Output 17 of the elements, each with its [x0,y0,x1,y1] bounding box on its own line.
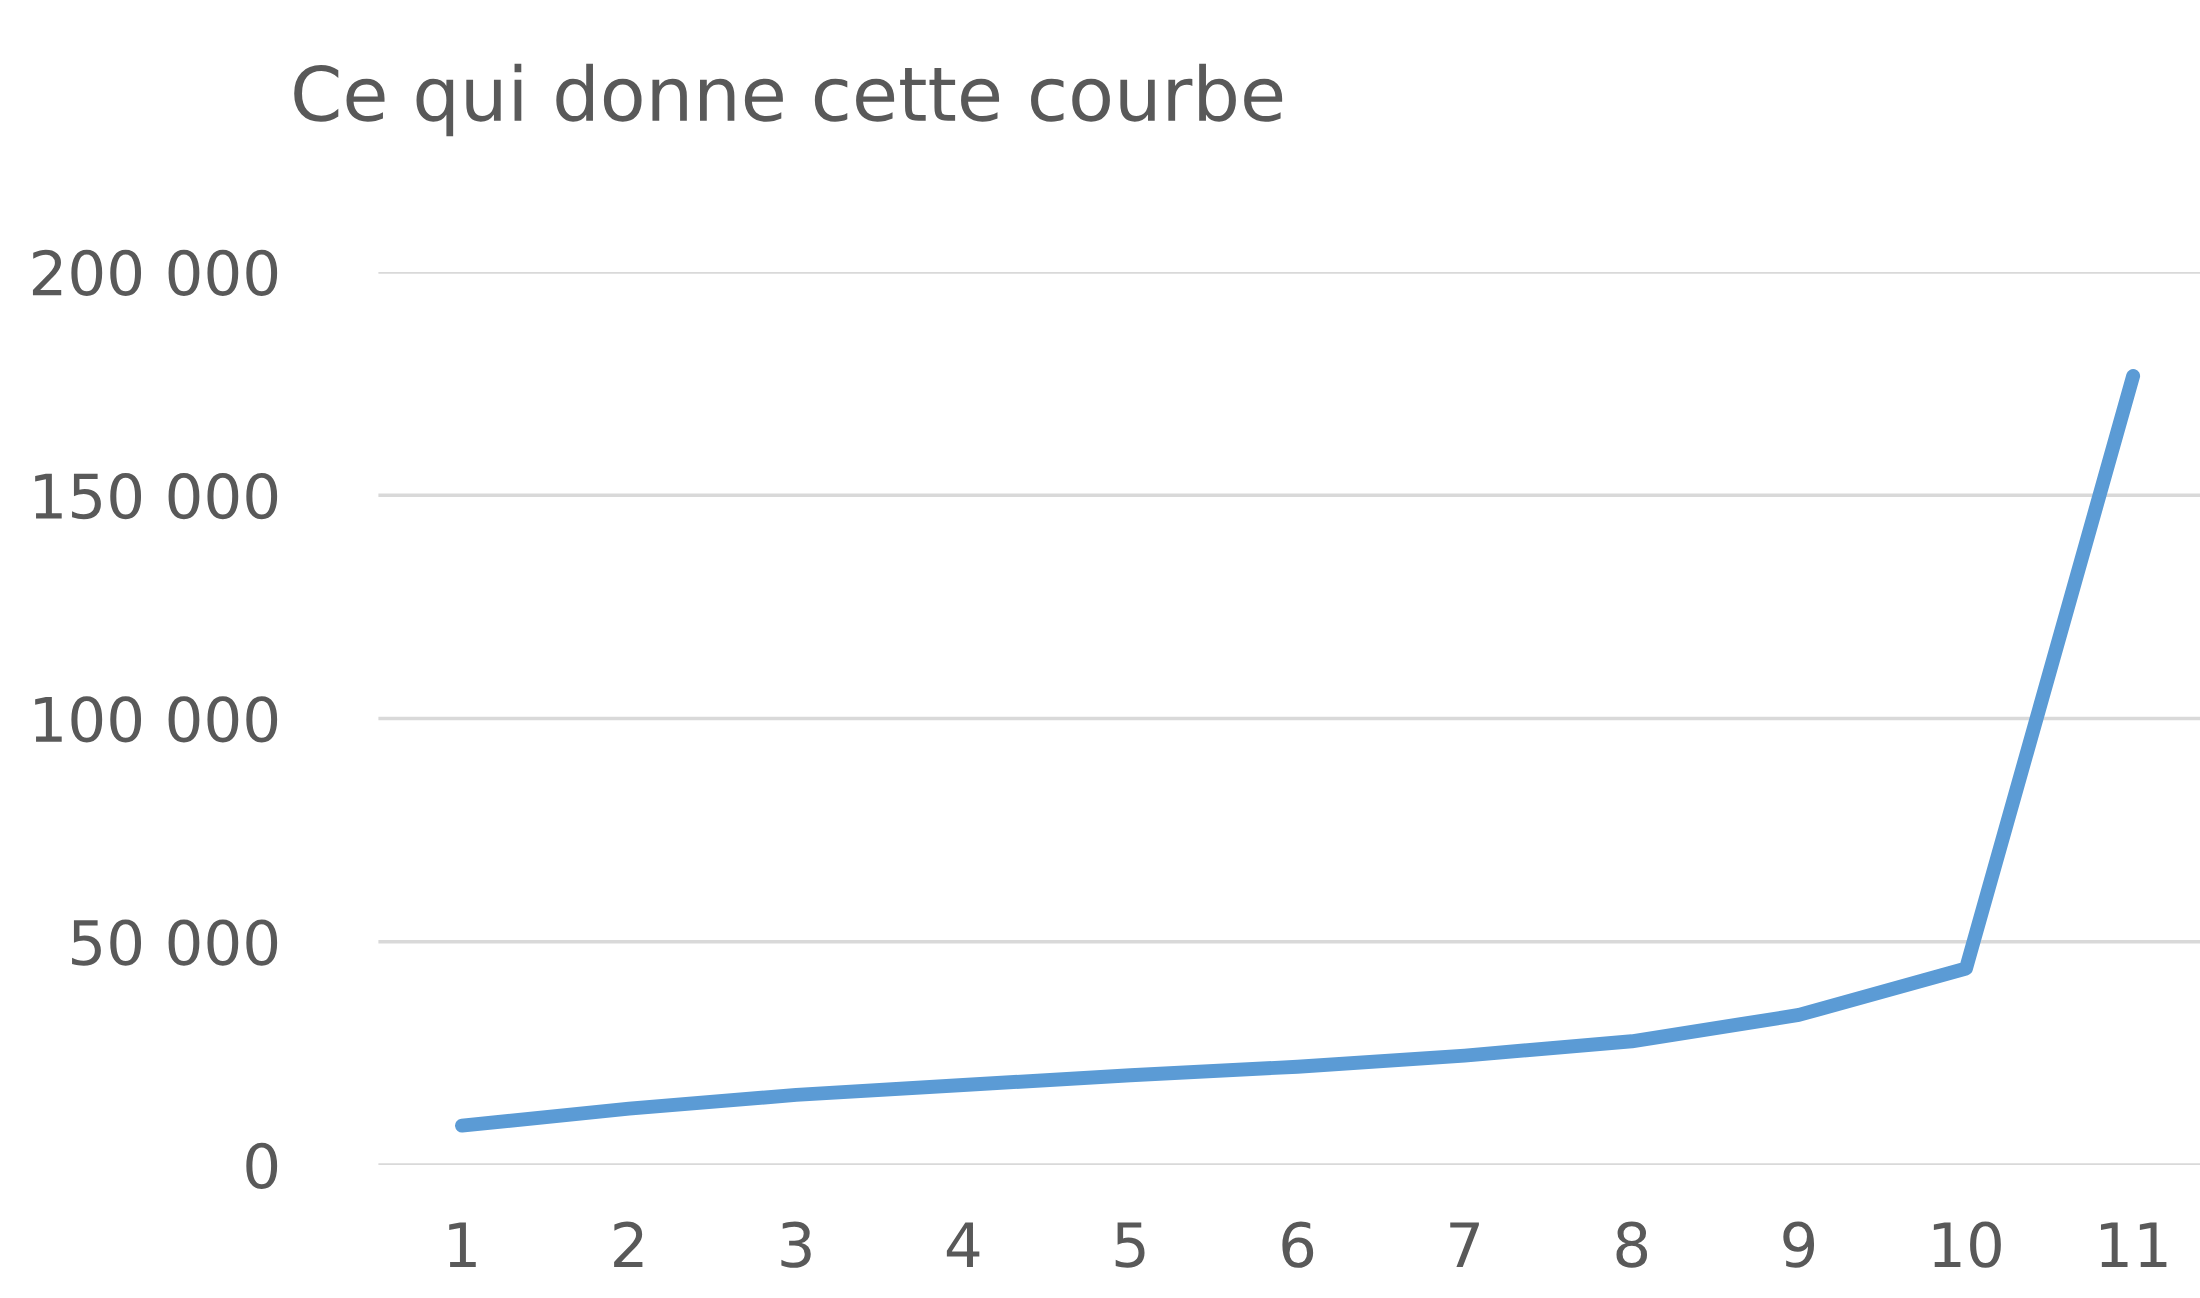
x-tick-label: 10 [1933,1221,2001,1268]
x-tick-label: 1 [449,1222,476,1267]
x-tick-label: 3 [781,1221,811,1268]
y-tick-label: 0 [246,1142,278,1190]
x-tick-label: 9 [1783,1221,1815,1268]
x-tick-label: 6 [1282,1221,1314,1268]
x-tick-label: 11 [2100,1222,2167,1267]
x-tick-label: 7 [1450,1222,1479,1267]
y-tick-label: 200 000 [32,249,278,297]
chart-title: Ce qui donne cette courbe [294,63,1283,137]
x-tick-label: 8 [1616,1221,1648,1268]
y-tick-label: 100 000 [35,696,278,743]
y-tick-label: 50 000 [72,919,278,966]
x-tick-label: 5 [1115,1222,1145,1268]
x-tick-label: 2 [614,1221,643,1267]
y-tick-label: 150 000 [35,473,278,520]
x-tick-label: 4 [946,1222,980,1267]
